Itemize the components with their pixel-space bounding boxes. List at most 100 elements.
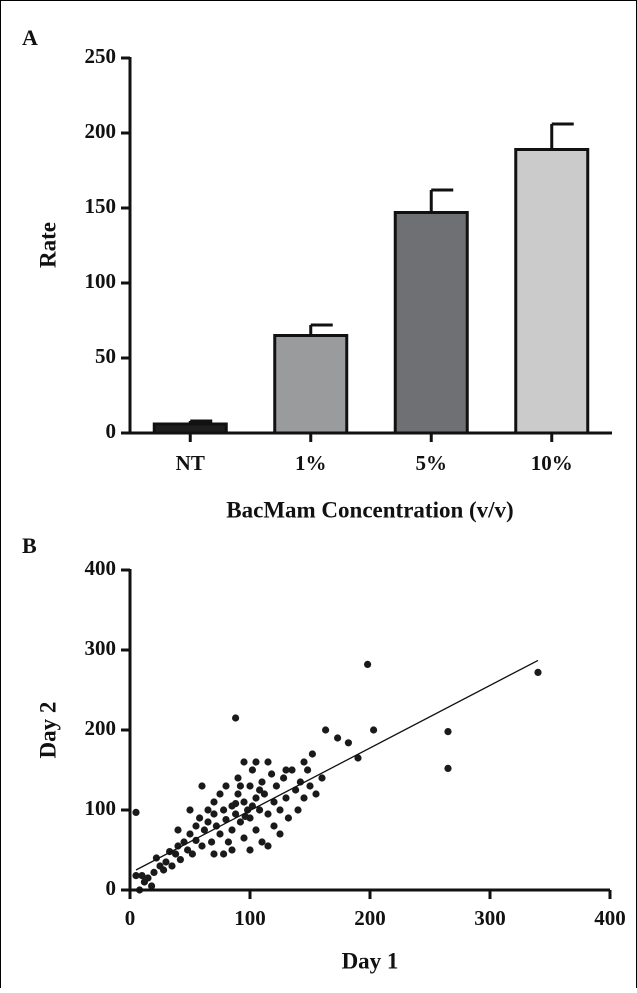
point	[148, 882, 156, 890]
point	[236, 818, 244, 826]
point	[264, 842, 272, 850]
point	[300, 758, 308, 766]
point	[248, 766, 256, 774]
x-tick-label: 1%	[295, 451, 327, 475]
point	[276, 830, 284, 838]
point	[186, 830, 194, 838]
point	[220, 850, 228, 858]
point	[354, 754, 362, 762]
point	[220, 806, 228, 814]
bar	[514, 148, 590, 435]
point	[132, 808, 140, 817]
point	[240, 758, 248, 766]
point	[232, 714, 240, 722]
point	[344, 739, 352, 747]
y-tick-label: 0	[106, 419, 117, 443]
point	[272, 782, 280, 790]
point	[270, 822, 278, 830]
point	[208, 838, 216, 846]
point	[138, 872, 146, 880]
point	[176, 856, 184, 864]
point	[196, 814, 204, 822]
point	[252, 758, 260, 766]
point	[232, 800, 240, 808]
point	[246, 782, 254, 790]
point	[244, 806, 252, 814]
y-tick-label: 100	[85, 796, 117, 820]
x-tick-label: 300	[474, 906, 506, 930]
x-tick-label: NT	[176, 451, 205, 475]
point	[198, 782, 206, 790]
panel-label: A	[22, 25, 38, 50]
point	[256, 786, 264, 794]
point	[204, 806, 212, 814]
point	[234, 790, 242, 798]
point	[252, 826, 260, 834]
point	[246, 846, 254, 854]
point	[284, 814, 292, 822]
point	[282, 794, 290, 802]
point	[200, 826, 208, 834]
point	[188, 850, 196, 858]
point	[260, 790, 268, 798]
point	[210, 798, 218, 806]
point	[276, 806, 284, 814]
point	[144, 874, 152, 882]
point	[444, 728, 452, 736]
point	[172, 850, 180, 858]
point	[444, 764, 452, 773]
x-tick-label: 200	[354, 906, 386, 930]
point	[150, 868, 158, 877]
y-tick-label: 100	[85, 269, 117, 293]
point	[258, 838, 266, 846]
point	[322, 726, 330, 734]
point	[256, 806, 264, 814]
point	[228, 826, 236, 834]
point	[234, 774, 242, 782]
y-tick-label: 200	[85, 716, 117, 740]
y-tick-label: 250	[85, 44, 117, 68]
x-tick-label: 0	[125, 906, 136, 930]
y-tick-label: 150	[85, 194, 117, 218]
point	[258, 778, 266, 786]
point	[204, 818, 212, 826]
y-tick-label: 200	[85, 119, 117, 143]
point	[160, 866, 168, 874]
point	[288, 766, 296, 774]
point	[240, 834, 248, 842]
point	[264, 758, 272, 766]
point	[334, 734, 342, 742]
point	[168, 862, 176, 870]
x-tick-label: 10%	[531, 451, 573, 475]
y-tick-label: 300	[85, 636, 117, 660]
point	[370, 726, 378, 734]
point	[308, 750, 316, 758]
point	[240, 798, 248, 806]
point	[192, 836, 200, 845]
point	[294, 806, 302, 814]
point	[210, 850, 218, 858]
point	[228, 846, 236, 854]
point	[184, 846, 192, 854]
point	[236, 782, 244, 790]
y-tick-label: 50	[95, 344, 116, 368]
bar	[393, 211, 469, 435]
point	[304, 766, 312, 774]
point	[210, 810, 218, 818]
y-axis-title: Day 2	[35, 702, 60, 759]
point	[162, 858, 170, 866]
point	[534, 668, 542, 677]
point	[216, 830, 224, 838]
x-axis-title: Day 1	[342, 948, 399, 973]
x-tick-label: 100	[234, 906, 266, 930]
point	[252, 794, 260, 802]
point	[312, 790, 320, 798]
point	[222, 816, 230, 824]
point	[264, 810, 272, 818]
point	[306, 782, 314, 790]
point	[198, 842, 206, 850]
y-tick-label: 400	[85, 556, 117, 580]
point	[300, 794, 308, 802]
y-axis-title: Rate	[35, 222, 60, 268]
